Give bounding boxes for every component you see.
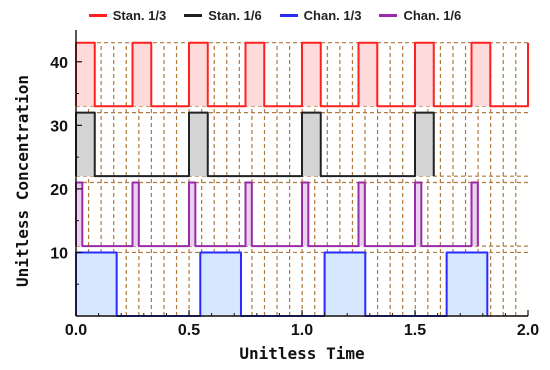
y-axis-title: Unitless Concentration xyxy=(13,75,32,287)
pulse-fill xyxy=(358,182,365,247)
legend-item: Chan. 1/3 xyxy=(279,7,362,23)
pulse-fill xyxy=(302,42,321,107)
pulse-fill xyxy=(245,42,265,107)
y-tick-label: 30 xyxy=(50,118,68,135)
y-tick-label: 10 xyxy=(50,245,68,262)
pulse-fill xyxy=(415,182,422,247)
pulse-fill xyxy=(76,252,117,316)
x-tick-label: 0.5 xyxy=(178,322,200,339)
pulse-fill xyxy=(189,182,196,247)
pulse-fill xyxy=(324,252,366,316)
x-tick-label: 1.0 xyxy=(291,322,313,339)
pulse-fill xyxy=(132,42,152,107)
pulse-fill xyxy=(200,252,241,316)
legend-swatch xyxy=(279,13,298,17)
legend-swatch xyxy=(184,13,203,17)
pulse-fill xyxy=(471,42,491,107)
pulse-fill xyxy=(471,182,478,247)
pulse-fill xyxy=(415,42,434,107)
legend-label: Stan. 1/3 xyxy=(112,7,167,23)
chart-legend: Stan. 1/3 Stan. 1/6 Chan. 1/3 Chan. 1/6 xyxy=(0,2,550,28)
pulse-fill xyxy=(446,252,488,316)
x-axis-title: Unitless Time xyxy=(239,344,364,363)
pulse-fill xyxy=(76,182,83,247)
pulse-fill xyxy=(302,182,309,247)
pulse-fill xyxy=(76,42,95,107)
legend-swatch xyxy=(379,13,398,17)
series-line xyxy=(75,251,489,317)
legend-label: Chan. 1/6 xyxy=(403,7,462,23)
legend-label: Chan. 1/3 xyxy=(303,7,362,23)
legend-label: Stan. 1/6 xyxy=(208,7,262,23)
x-tick-label: 1.5 xyxy=(404,322,426,339)
pulse-fill xyxy=(245,182,252,247)
pulse-fill xyxy=(132,182,139,247)
series-line xyxy=(75,111,435,178)
legend-swatch xyxy=(88,13,107,17)
y-tick-label: 20 xyxy=(50,182,68,199)
series-line xyxy=(75,181,479,248)
x-tick-label: 2.0 xyxy=(517,322,539,339)
series-line xyxy=(75,41,529,108)
y-tick-label: 40 xyxy=(50,55,68,72)
legend-item: Chan. 1/6 xyxy=(379,8,461,23)
pulse-fill xyxy=(358,42,378,107)
pulse-fill xyxy=(189,112,208,177)
legend-item: Stan. 1/6 xyxy=(184,7,262,23)
pulse-fill xyxy=(76,112,95,177)
legend-item: Stan. 1/3 xyxy=(88,7,167,23)
x-tick-label: 0.0 xyxy=(65,322,87,339)
pulse-fill xyxy=(302,112,321,177)
pulse-fill xyxy=(189,42,208,107)
pulse-fill xyxy=(415,112,434,177)
